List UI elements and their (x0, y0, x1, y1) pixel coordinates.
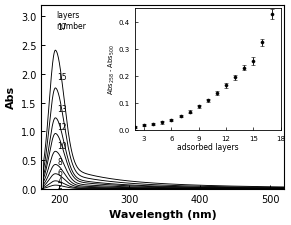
Y-axis label: Abs: Abs (6, 86, 15, 109)
Text: 2: 2 (58, 181, 62, 190)
Text: 17: 17 (58, 23, 67, 32)
Text: 4: 4 (58, 177, 63, 186)
X-axis label: Wavelength (nm): Wavelength (nm) (109, 209, 217, 219)
Text: 10: 10 (58, 142, 67, 151)
Text: 15: 15 (58, 73, 67, 82)
Text: 8: 8 (58, 158, 62, 167)
Text: 12: 12 (58, 123, 67, 132)
Text: layers
number: layers number (56, 11, 86, 31)
Text: 6: 6 (58, 169, 63, 178)
Text: 13: 13 (58, 104, 67, 113)
